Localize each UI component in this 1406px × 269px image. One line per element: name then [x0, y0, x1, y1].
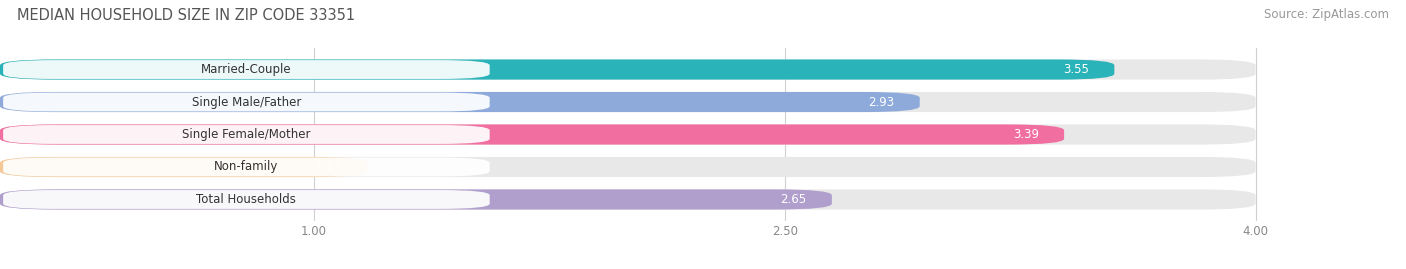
Text: Non-family: Non-family: [214, 161, 278, 174]
FancyBboxPatch shape: [0, 157, 1256, 177]
Text: 1.17: 1.17: [316, 161, 342, 174]
FancyBboxPatch shape: [3, 158, 489, 176]
Text: Married-Couple: Married-Couple: [201, 63, 291, 76]
Text: Single Female/Mother: Single Female/Mother: [183, 128, 311, 141]
FancyBboxPatch shape: [3, 60, 489, 79]
Text: 3.55: 3.55: [1063, 63, 1090, 76]
Text: Source: ZipAtlas.com: Source: ZipAtlas.com: [1264, 8, 1389, 21]
FancyBboxPatch shape: [0, 92, 920, 112]
Text: 3.39: 3.39: [1012, 128, 1039, 141]
Text: Total Households: Total Households: [197, 193, 297, 206]
FancyBboxPatch shape: [0, 92, 1256, 112]
FancyBboxPatch shape: [0, 189, 1256, 210]
Text: 2.65: 2.65: [780, 193, 807, 206]
FancyBboxPatch shape: [0, 59, 1115, 80]
Text: Single Male/Father: Single Male/Father: [191, 95, 301, 108]
Text: 2.93: 2.93: [869, 95, 894, 108]
FancyBboxPatch shape: [0, 189, 832, 210]
FancyBboxPatch shape: [3, 125, 489, 144]
FancyBboxPatch shape: [0, 157, 367, 177]
FancyBboxPatch shape: [0, 125, 1256, 144]
FancyBboxPatch shape: [3, 190, 489, 209]
FancyBboxPatch shape: [0, 125, 1064, 144]
FancyBboxPatch shape: [3, 93, 489, 111]
FancyBboxPatch shape: [0, 59, 1256, 80]
Text: MEDIAN HOUSEHOLD SIZE IN ZIP CODE 33351: MEDIAN HOUSEHOLD SIZE IN ZIP CODE 33351: [17, 8, 354, 23]
